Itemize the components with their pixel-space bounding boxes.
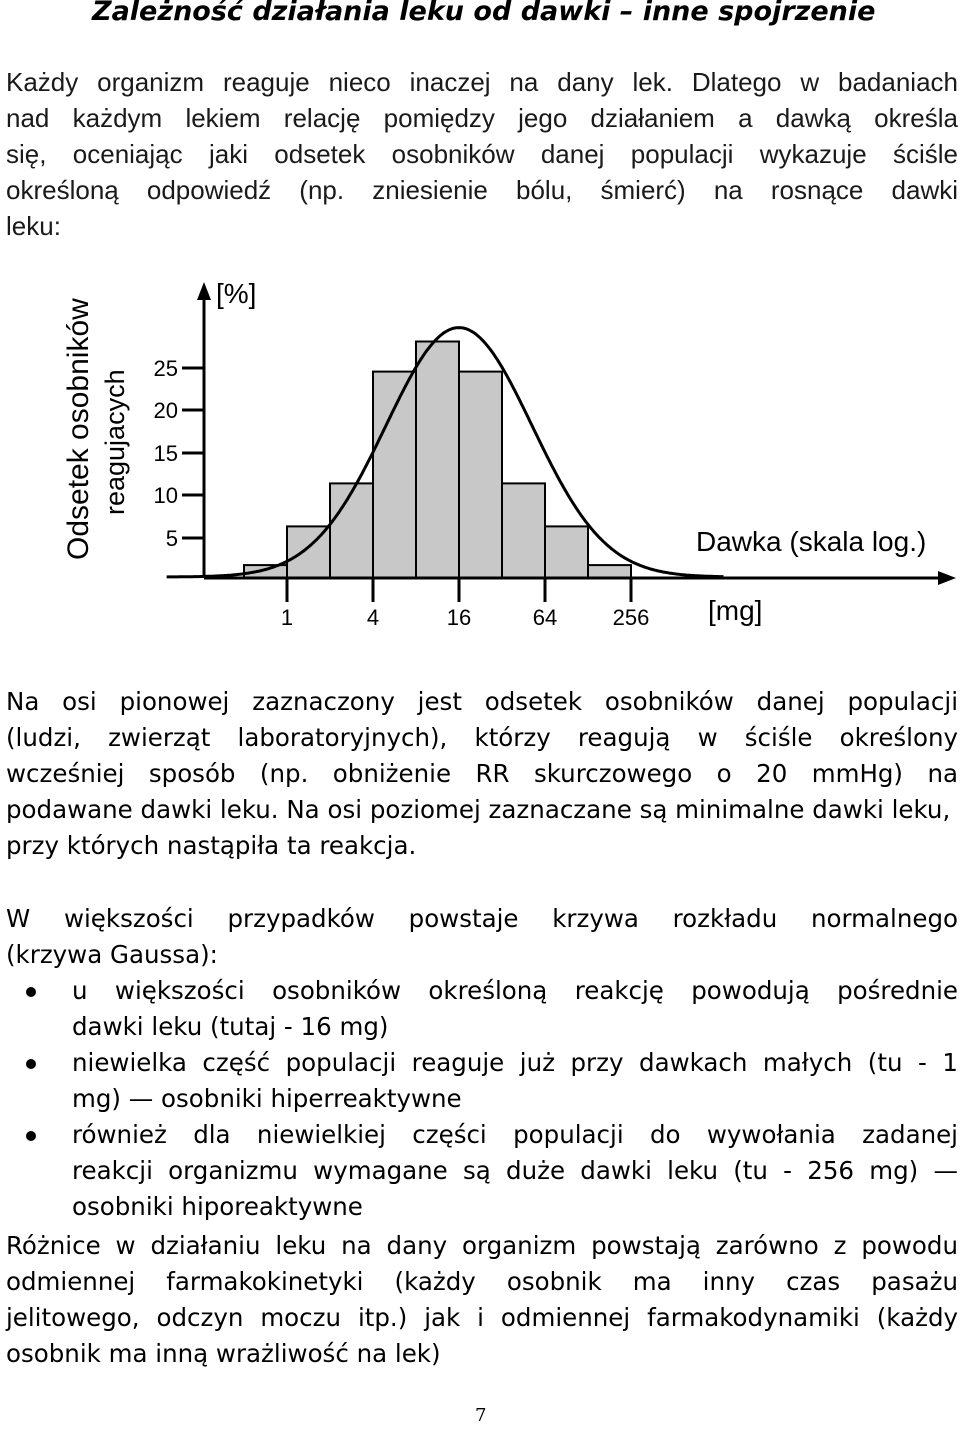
y-tick-label: 10 (154, 483, 178, 508)
x-axis-arrow (938, 571, 956, 585)
intro-line: nad każdym lekiem relację pomiędzy jego … (6, 103, 958, 133)
bullet-text: dawki leku (tutaj - 16 mg) (72, 1012, 389, 1041)
intro-line: Każdy organizm reaguje nieco inaczej na … (6, 67, 958, 97)
x-ticks: 1 4 16 64 256 (281, 578, 649, 630)
bullet-icon (26, 1059, 36, 1069)
y-axis-label-line2: reagujacych (100, 369, 130, 515)
list-item: również dla niewielkiej części populacji… (0, 1117, 958, 1225)
histogram-bar (329, 482, 374, 579)
gauss-curve (166, 326, 724, 579)
y-axis-label: Odsetek osobników (62, 298, 95, 560)
histogram-bars (243, 340, 632, 580)
intro-line: określoną odpowiedź (np. zniesienie bólu… (6, 175, 958, 205)
paragraph-line: podawane dawki leku. Na osi poziomej zaz… (6, 795, 951, 860)
x-tick-label: 1 (281, 605, 293, 630)
bullet-icon (26, 987, 36, 997)
histogram-bar (501, 482, 546, 579)
y-tick-label: 15 (154, 441, 178, 466)
x-tick-label: 256 (613, 605, 650, 630)
bullet-list: u większości osobników określoną reakcję… (0, 973, 958, 1225)
x-axis-label: Dawka (skala log.) (696, 526, 926, 557)
y-axis-arrow (197, 282, 211, 300)
paragraph-line: W większości przypadków powstaje krzywa … (6, 904, 958, 933)
bullet-text: osobniki hiporeaktywne (72, 1192, 363, 1221)
axis-explanation-paragraph: Na osi pionowej zaznaczony jest odsetek … (6, 684, 958, 864)
paragraph-line: osobnik ma inną wrażliwość na lek) (6, 1339, 441, 1368)
differences-paragraph: Różnice w działaniu leku na dany organiz… (6, 1228, 958, 1372)
bullet-text: niewielka część populacji reaguje już pr… (72, 1048, 958, 1077)
bullet-icon (26, 1131, 36, 1141)
paragraph-line: Na osi pionowej zaznaczony jest odsetek … (6, 687, 958, 716)
y-tick-label: 5 (166, 526, 178, 551)
histogram-bar (415, 340, 460, 579)
histogram-bar (372, 370, 417, 579)
list-item: niewielka część populacji reaguje już pr… (0, 1045, 958, 1117)
paragraph-line: (krzywa Gaussa): (6, 940, 218, 969)
intro-line: leku: (6, 211, 61, 241)
paragraph-line: (ludzi, zwierząt laboratoryjnych), którz… (6, 723, 958, 752)
y-tick-label: 25 (154, 356, 178, 381)
x-tick-label: 4 (367, 605, 379, 630)
list-item: u większości osobników określoną reakcję… (0, 973, 958, 1045)
bullet-text: u większości osobników określoną reakcję… (72, 976, 958, 1005)
bullet-text: mg) — osobniki hiperreaktywne (72, 1084, 462, 1113)
histogram-bar (587, 564, 632, 580)
gauss-intro-paragraph: W większości przypadków powstaje krzywa … (6, 901, 958, 973)
x-tick-label: 64 (533, 605, 557, 630)
x-tick-label: 16 (447, 605, 471, 630)
intro-line: się, oceniając jaki odsetek osobników da… (6, 139, 958, 169)
paragraph-line: wcześniej sposób (np. obniżenie RR skurc… (6, 759, 958, 788)
paragraph-line: odmiennej farmakokinetyki (każdy osobnik… (6, 1267, 958, 1296)
intro-paragraph: Każdy organizm reaguje nieco inaczej na … (6, 64, 958, 244)
y-unit-label: [%] (216, 278, 256, 309)
histogram-bar (458, 370, 503, 579)
page-number: 7 (475, 1405, 487, 1426)
paragraph-line: jelitowego, odczyn moczu itp.) jak i odm… (6, 1303, 958, 1332)
page-title: Zależność działania leku od dawki – inne… (92, 0, 876, 27)
paragraph-line: Różnice w działaniu leku na dany organiz… (6, 1231, 958, 1260)
y-ticks: 25 20 15 10 5 (154, 356, 204, 551)
bullet-text: również dla niewielkiej części populacji… (72, 1120, 958, 1149)
x-unit-label: [mg] (708, 595, 762, 626)
y-tick-label: 20 (154, 398, 178, 423)
bullet-text: reakcji organizmu wymagane są duże dawki… (72, 1156, 958, 1185)
histogram-bar (544, 525, 589, 579)
dose-response-chart: Odsetek osobników reagujacych [%] Dawka … (62, 278, 956, 630)
